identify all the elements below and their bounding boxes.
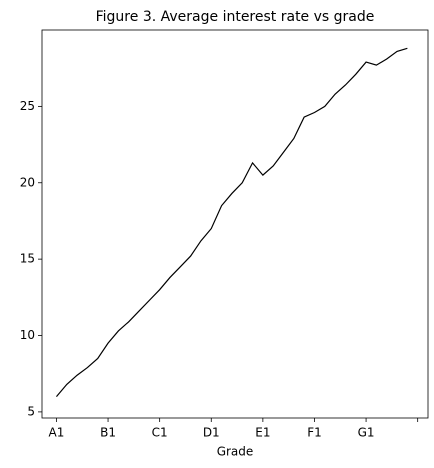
y-tick-label: 25 <box>20 99 35 113</box>
line <box>55 47 408 398</box>
y-tick-label: 10 <box>20 328 35 342</box>
x-tick-label: F1 <box>307 426 322 440</box>
y-tick-label: 5 <box>27 404 35 418</box>
y-tick-label: 20 <box>20 175 35 189</box>
x-axis-label: Grade <box>217 445 254 459</box>
plot-frame <box>41 29 429 419</box>
x-tick-label: G1 <box>358 426 375 440</box>
x-tick-label: B1 <box>100 426 116 440</box>
x-tick-label: E1 <box>255 426 270 440</box>
y-tick-label: 15 <box>20 252 35 266</box>
x-tick-label: D1 <box>203 426 220 440</box>
chart-title: Figure 3. Average interest rate vs grade <box>96 9 375 25</box>
x-tick-label: C1 <box>152 426 168 440</box>
x-tick-label: A1 <box>49 426 65 440</box>
